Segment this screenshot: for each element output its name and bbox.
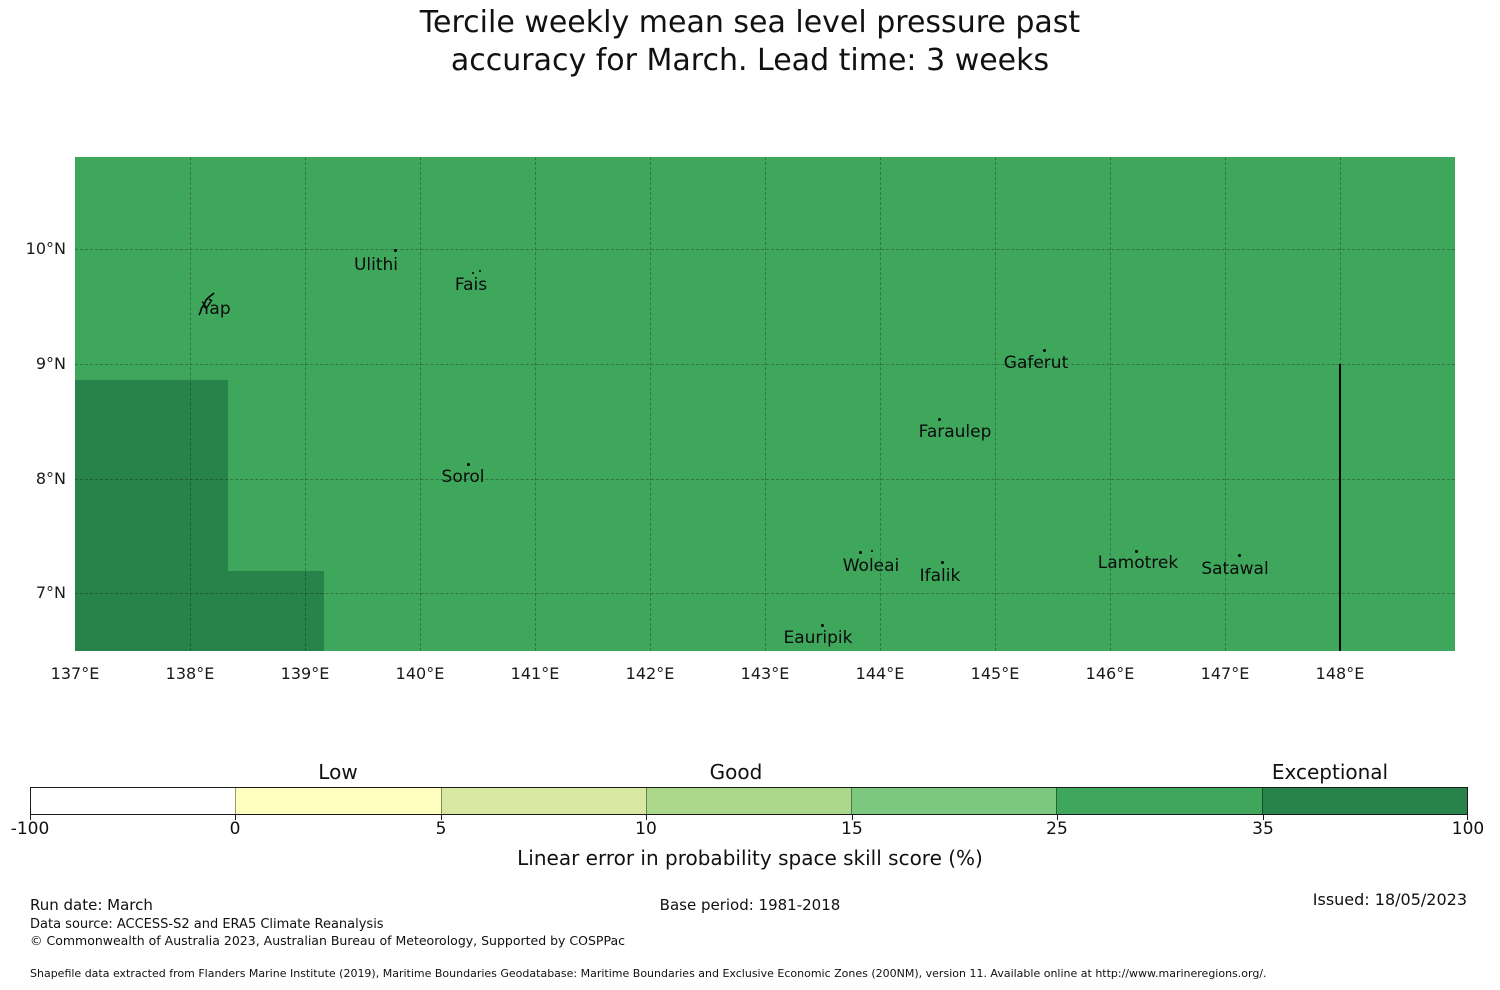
- gridline-139e: [305, 157, 306, 651]
- island-marker-gaferut: [1043, 349, 1046, 352]
- colorbar-category-low: Low: [318, 760, 358, 784]
- island-label-ifalik: Ifalik: [919, 566, 961, 586]
- island-label-yap: Yap: [201, 299, 231, 319]
- skill-region-exceptional-step: [228, 571, 324, 651]
- colorbar-tick-label: 25: [1046, 819, 1068, 839]
- island-label-eauripik: Eauripik: [783, 628, 853, 648]
- skill-region-exceptional-main: [75, 380, 228, 651]
- colorbar-tick: [30, 815, 31, 820]
- island-marker-satawal: [1238, 554, 1241, 557]
- colorbar-tick-label: -100: [10, 819, 50, 839]
- issued-date-text: Issued: 18/05/2023: [1312, 890, 1467, 909]
- base-period-text: Base period: 1981-2018: [659, 896, 841, 914]
- colorbar-tick-label: 0: [229, 819, 241, 839]
- chart-title-line1: Tercile weekly mean sea level pressure p…: [419, 5, 1081, 40]
- y-tick-label: 10°N: [25, 239, 66, 258]
- island-label-satawal: Satawal: [1201, 559, 1269, 579]
- island-marker-eauripik: [821, 624, 824, 627]
- gridline-7n: [75, 593, 1455, 594]
- gridline-141e: [535, 157, 536, 651]
- island-marker-woleai: [859, 551, 862, 554]
- x-tick-label: 140°E: [395, 664, 445, 683]
- gridline-10n: [75, 249, 1455, 250]
- yap-island-outline: [198, 292, 215, 316]
- map-panel: Ulithi Fais Yap Gaferut Faraulep Sorol W…: [75, 157, 1455, 651]
- island-marker-fais: [472, 272, 474, 274]
- island-marker-ifalik: [941, 561, 944, 564]
- colorbar-segment: [440, 788, 646, 814]
- island-marker-faraulep: [938, 418, 941, 421]
- colorbar-tick: [1057, 815, 1058, 820]
- gridline-138e: [190, 157, 191, 651]
- colorbar-category-exceptional: Exceptional: [1271, 760, 1389, 784]
- island-marker-lamotrek: [1135, 550, 1138, 553]
- gridline-144e: [880, 157, 881, 651]
- colorbar-segment: [31, 788, 236, 814]
- island-marker-ulithi: [394, 249, 397, 252]
- copyright-text: © Commonwealth of Australia 2023, Austra…: [30, 933, 625, 948]
- run-date-text: Run date: March: [30, 896, 153, 914]
- x-tick-label: 137°E: [50, 664, 100, 683]
- island-label-ulithi: Ulithi: [353, 255, 399, 275]
- colorbar-segment: [1056, 788, 1262, 814]
- colorbar-tick-label: 35: [1252, 819, 1274, 839]
- gridline-8n: [75, 479, 1455, 480]
- x-tick-label: 142°E: [625, 664, 675, 683]
- colorbar-segment: [235, 788, 441, 814]
- gridline-147e: [1225, 157, 1226, 651]
- x-tick-label: 143°E: [740, 664, 790, 683]
- gridline-140e: [420, 157, 421, 651]
- colorbar-tick: [441, 815, 442, 820]
- island-marker-sorol: [467, 463, 470, 466]
- island-marker-fais-2: [479, 270, 481, 272]
- x-tick-label: 147°E: [1200, 664, 1250, 683]
- colorbar-tick: [235, 815, 236, 820]
- colorbar-tick-label: 15: [841, 819, 863, 839]
- x-tick-label: 146°E: [1085, 664, 1135, 683]
- data-source-text: Data source: ACCESS-S2 and ERA5 Climate …: [30, 917, 384, 932]
- colorbar-segment: [645, 788, 852, 814]
- colorbar-tick: [1263, 815, 1264, 820]
- x-tick-label: 144°E: [855, 664, 905, 683]
- eez-boundary-line: [1339, 364, 1341, 651]
- chart-title-line2: accuracy for March. Lead time: 3 weeks: [450, 43, 1050, 78]
- colorbar-segment: [1261, 788, 1467, 814]
- colorbar-tick-label: 10: [635, 819, 657, 839]
- shapefile-note: Shapefile data extracted from Flanders M…: [30, 967, 1267, 980]
- x-tick-label: 145°E: [970, 664, 1020, 683]
- colorbar-axis-label: Linear error in probability space skill …: [517, 846, 983, 870]
- gridline-142e: [650, 157, 651, 651]
- island-label-fais: Fais: [454, 275, 488, 295]
- y-tick-label: 8°N: [35, 469, 66, 488]
- island-label-lamotrek: Lamotrek: [1097, 553, 1179, 573]
- island-marker-woleai-2: [871, 550, 873, 552]
- colorbar-category-good: Good: [709, 760, 763, 784]
- island-label-faraulep: Faraulep: [918, 422, 992, 442]
- x-tick-label: 148°E: [1315, 664, 1365, 683]
- x-tick-label: 141°E: [510, 664, 560, 683]
- gridline-145e: [995, 157, 996, 651]
- island-label-gaferut: Gaferut: [1003, 353, 1069, 373]
- colorbar-tick: [646, 815, 647, 820]
- colorbar-tick-label: 5: [435, 819, 447, 839]
- y-tick-label: 9°N: [35, 354, 66, 373]
- gridline-146e: [1110, 157, 1111, 651]
- x-tick-label: 138°E: [165, 664, 215, 683]
- island-label-sorol: Sorol: [441, 467, 485, 487]
- x-tick-label: 139°E: [280, 664, 330, 683]
- island-label-woleai: Woleai: [842, 556, 900, 576]
- y-tick-label: 7°N: [35, 583, 66, 602]
- colorbar-tick: [1467, 815, 1468, 820]
- gridline-143e: [765, 157, 766, 651]
- chart-title: Tercile weekly mean sea level pressure p…: [0, 4, 1500, 80]
- colorbar-tick: [852, 815, 853, 820]
- colorbar: [30, 787, 1468, 815]
- colorbar-tick-label: 100: [1451, 819, 1485, 839]
- gridline-9n: [75, 364, 1455, 365]
- colorbar-segment: [851, 788, 1057, 814]
